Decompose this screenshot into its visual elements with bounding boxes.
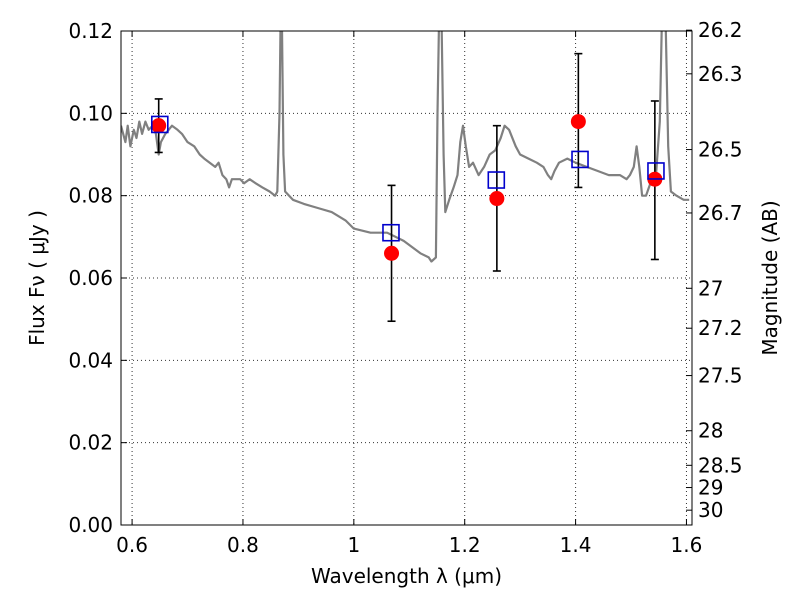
y-axis-label: Flux Fν ( μJy ) [25, 210, 49, 346]
mag-tick-label: 27.2 [698, 316, 743, 340]
mag-tick-label: 26.5 [698, 138, 743, 162]
model-point [382, 223, 400, 242]
spectrum-line [121, 31, 690, 263]
axis-labels: Wavelength λ (μm) Flux Fν ( μJy ) Magnit… [25, 200, 782, 588]
grid-lines [121, 30, 692, 526]
mag-tick-label: 26.7 [698, 201, 743, 225]
y2-axis-label: Magnitude (AB) [758, 200, 782, 355]
observed-point [151, 118, 167, 134]
mag-tick-label: 26.3 [698, 62, 743, 86]
y-tick-label: 0.02 [68, 431, 113, 455]
observed-point [489, 191, 505, 207]
x-tick-label: 0.6 [116, 533, 148, 557]
x-tick-label: 1.4 [560, 533, 592, 557]
observed-point [384, 245, 400, 261]
observed-point [570, 114, 586, 130]
x-axis-label: Wavelength λ (μm) [311, 564, 502, 588]
mag-tick-label: 28 [698, 419, 723, 443]
observed-fluxes [151, 114, 663, 261]
model-point [571, 150, 589, 169]
x-tick-label: 0.8 [227, 533, 259, 557]
x-tick-label: 1 [347, 533, 360, 557]
mag-tick-label: 29 [698, 476, 723, 500]
y-tick-label: 0.08 [68, 184, 113, 208]
x-tick-label: 1.2 [449, 533, 481, 557]
model-point [487, 171, 506, 189]
plot-frame [120, 30, 693, 526]
x-tick-label: 1.6 [671, 533, 703, 557]
mag-tick-label: 26.2 [698, 18, 743, 42]
error-bars [154, 52, 659, 323]
y-tick-label: 0.10 [68, 101, 113, 125]
mag-tick-label: 28.5 [698, 453, 743, 477]
y-tick-label: 0.12 [68, 19, 113, 43]
y-tick-label: 0.04 [68, 348, 113, 372]
mag-tick-label: 27.5 [698, 364, 743, 388]
y-tick-label: 0.00 [68, 513, 113, 537]
mag-tick-label: 27 [698, 276, 723, 300]
model-fluxes [151, 115, 665, 242]
mag-tick-label: 30 [698, 498, 723, 522]
y-tick-label: 0.06 [68, 266, 113, 290]
model-spectrum [121, 31, 690, 263]
model-point [647, 162, 665, 180]
model-point [151, 115, 169, 134]
axis-ticks: 0.6 0.8 1 1.2 1.4 1.6 0.00 0.02 0.04 0.06 0.08 0.10… [68, 18, 742, 557]
